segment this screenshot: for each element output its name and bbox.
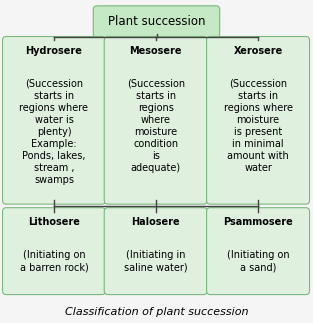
Text: (Initiating in
saline water): (Initiating in saline water) bbox=[124, 250, 187, 272]
FancyBboxPatch shape bbox=[93, 6, 220, 38]
Text: Plant succession: Plant succession bbox=[108, 15, 205, 28]
Text: Lithosere: Lithosere bbox=[28, 217, 80, 227]
FancyBboxPatch shape bbox=[207, 208, 310, 295]
FancyBboxPatch shape bbox=[3, 208, 105, 295]
FancyBboxPatch shape bbox=[104, 36, 207, 204]
Text: (Succession
starts in
regions
where
moisture
condition
is
adequate): (Succession starts in regions where mois… bbox=[127, 79, 185, 173]
Text: Hydrosere: Hydrosere bbox=[26, 46, 82, 56]
Text: (Initiating on
a barren rock): (Initiating on a barren rock) bbox=[20, 250, 88, 272]
Text: (Succession
starts in
regions where
moisture
is present
in minimal
amount with
w: (Succession starts in regions where mois… bbox=[223, 79, 293, 173]
Text: Psammosere: Psammosere bbox=[223, 217, 293, 227]
Text: Classification of plant succession: Classification of plant succession bbox=[65, 307, 248, 317]
Text: (Succession
starts in
regions where
water is
plenty)
Example:
Ponds, lakes,
stre: (Succession starts in regions where wate… bbox=[19, 79, 89, 185]
Text: Xerosere: Xerosere bbox=[233, 46, 283, 56]
Text: Mesosere: Mesosere bbox=[130, 46, 182, 56]
FancyBboxPatch shape bbox=[207, 36, 310, 204]
Text: Halosere: Halosere bbox=[131, 217, 180, 227]
FancyBboxPatch shape bbox=[104, 208, 207, 295]
FancyBboxPatch shape bbox=[3, 36, 105, 204]
Text: (Initiating on
a sand): (Initiating on a sand) bbox=[227, 250, 290, 272]
